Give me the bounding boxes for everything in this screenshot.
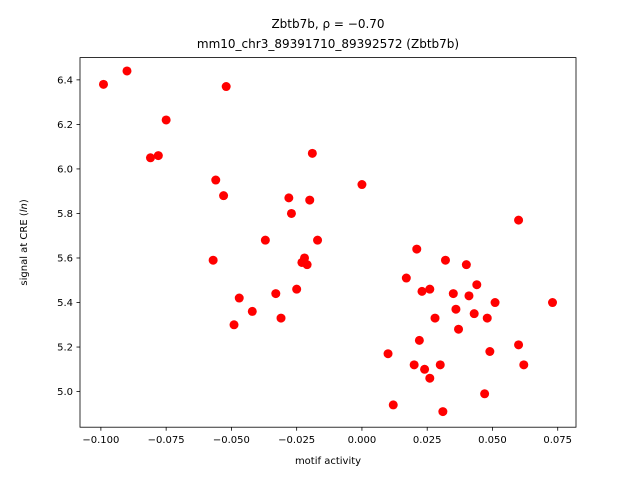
scatter-point bbox=[357, 180, 367, 190]
scatter-point bbox=[469, 309, 479, 319]
scatter-point bbox=[276, 313, 286, 323]
scatter-point bbox=[383, 349, 393, 359]
axis-ticks: −0.100 −0.075 −0.050 −0.025 0.000 0.025 0.050 0… bbox=[57, 75, 572, 446]
scatter-points bbox=[98, 66, 558, 417]
scatter-point bbox=[430, 313, 440, 323]
y-tick-label: 5.0 bbox=[57, 387, 73, 398]
scatter-point bbox=[435, 360, 445, 370]
scatter-point bbox=[482, 313, 492, 323]
scatter-point bbox=[388, 400, 398, 410]
y-tick-label: 5.2 bbox=[57, 343, 73, 354]
scatter-point bbox=[161, 115, 171, 125]
scatter-point bbox=[307, 148, 317, 158]
scatter-point bbox=[420, 364, 430, 374]
scatter-point bbox=[98, 79, 108, 89]
y-tick-label: 5.8 bbox=[57, 209, 73, 220]
y-tick-label: 6.2 bbox=[57, 120, 73, 131]
scatter-point bbox=[221, 82, 231, 92]
scatter-point bbox=[247, 306, 257, 316]
x-tick-label: −0.075 bbox=[148, 435, 185, 446]
scatter-point bbox=[464, 291, 474, 301]
scatter-point bbox=[401, 273, 411, 283]
scatter-point bbox=[122, 66, 132, 76]
plot-subtitle: mm10_chr3_89391710_89392572 (Zbtb7b) bbox=[197, 37, 459, 51]
y-axis-label-italic: ln bbox=[19, 203, 30, 212]
x-axis-label: motif activity bbox=[295, 456, 361, 467]
scatter-point bbox=[454, 324, 464, 334]
scatter-point bbox=[153, 151, 163, 161]
scatter-point bbox=[409, 360, 419, 370]
scatter-point bbox=[480, 389, 490, 399]
scatter-point bbox=[305, 195, 315, 205]
y-tick-label: 6.4 bbox=[57, 75, 73, 86]
scatter-point bbox=[234, 293, 244, 303]
scatter-point bbox=[425, 373, 435, 383]
x-tick-label: −0.050 bbox=[213, 435, 250, 446]
y-tick-label: 5.4 bbox=[57, 298, 73, 309]
y-axis-label-pre: signal at CRE ( bbox=[19, 212, 30, 285]
scatter-point bbox=[145, 153, 155, 163]
y-axis-label: signal at CRE (ln) bbox=[19, 199, 30, 285]
x-tick-label: −0.100 bbox=[82, 435, 119, 446]
scatter-point bbox=[438, 407, 448, 417]
scatter-point bbox=[414, 335, 424, 345]
y-tick-label: 6.0 bbox=[57, 164, 73, 175]
scatter-point bbox=[417, 286, 427, 296]
y-tick-label: 5.6 bbox=[57, 253, 73, 264]
plot-title: Zbtb7b, ρ = −0.70 bbox=[271, 17, 384, 31]
scatter-point bbox=[297, 257, 307, 267]
scatter-point bbox=[286, 208, 296, 218]
scatter-point bbox=[412, 244, 422, 254]
scatter-point bbox=[284, 193, 294, 203]
scatter-point bbox=[211, 175, 221, 185]
scatter-point bbox=[208, 255, 218, 265]
scatter-point bbox=[313, 235, 323, 245]
scatter-point bbox=[461, 260, 471, 270]
scatter-point bbox=[451, 304, 461, 314]
scatter-point bbox=[440, 255, 450, 265]
scatter-point bbox=[271, 289, 281, 299]
scatter-point bbox=[448, 289, 458, 299]
x-tick-label: 0.050 bbox=[478, 435, 507, 446]
x-tick-label: 0.025 bbox=[413, 435, 442, 446]
scatter-point bbox=[425, 284, 435, 294]
y-axis-label-post: ) bbox=[19, 199, 30, 203]
x-tick-label: 0.075 bbox=[543, 435, 572, 446]
x-tick-label: −0.025 bbox=[278, 435, 315, 446]
scatter-point bbox=[219, 191, 229, 201]
scatter-point bbox=[229, 320, 239, 330]
scatter-point bbox=[485, 347, 495, 356]
scatter-point bbox=[260, 235, 270, 245]
axes-frame bbox=[79, 57, 577, 428]
x-tick-label: 0.000 bbox=[348, 435, 377, 446]
scatter-point bbox=[472, 280, 482, 290]
scatter-point bbox=[514, 215, 524, 225]
scatter-point bbox=[548, 298, 558, 308]
scatter-point bbox=[519, 360, 529, 370]
scatter-point bbox=[514, 340, 524, 350]
scatter-point bbox=[490, 298, 500, 308]
scatter-point bbox=[292, 284, 302, 294]
